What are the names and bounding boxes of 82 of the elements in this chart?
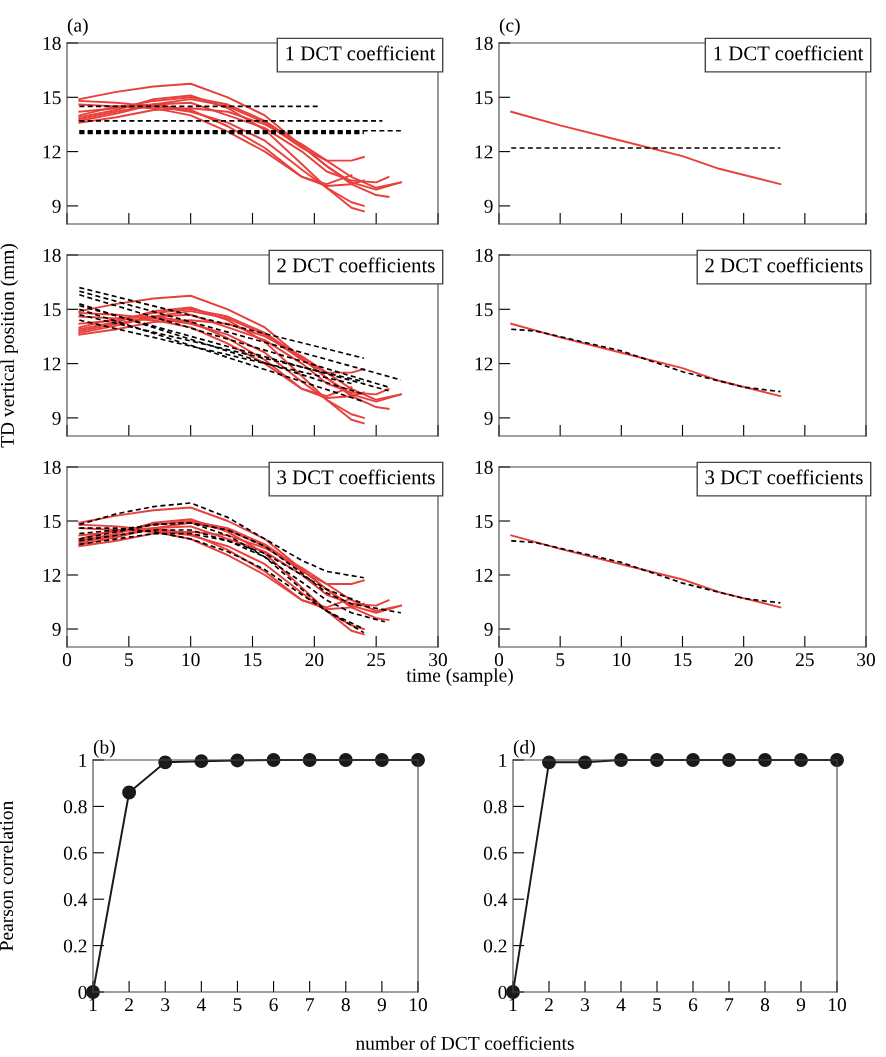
x-tick-label: 9 (377, 998, 386, 1012)
y-tick-label: 15 (43, 91, 61, 105)
y-tick-label: 12 (43, 568, 61, 582)
y-tick-label: 0 (78, 985, 87, 999)
x-tick-label: 5 (556, 653, 565, 667)
x-tick-label: 20 (734, 653, 753, 667)
x-tick-label: 8 (760, 998, 770, 1012)
annotation: 1 DCT coefficient (714, 45, 864, 61)
y-tick-label: 0.8 (483, 800, 507, 814)
y-tick-label: 18 (475, 36, 493, 50)
y-tick-label: 12 (475, 357, 493, 371)
annotation: 1 DCT coefficient (286, 45, 436, 61)
y-tick-label: 9 (484, 411, 493, 425)
annotation: 2 DCT coefficients (705, 257, 863, 273)
y-tick-label: 0.6 (63, 846, 87, 860)
annotation: 3 DCT coefficients (705, 469, 863, 485)
y-tick-label: 18 (43, 460, 61, 474)
y-tick-label: 9 (52, 199, 61, 213)
x-axis-title: number of DCT coefficients (355, 1035, 574, 1050)
x-tick-label: 1 (509, 998, 517, 1012)
y-tick-label: 0.6 (483, 846, 507, 860)
x-tick-label: 6 (688, 998, 698, 1012)
y-tick-label: 15 (475, 303, 493, 317)
y-tick-label: 15 (43, 303, 61, 317)
text: (a) (67, 18, 88, 36)
x-tick-label: 3 (161, 998, 170, 1012)
annotation: 3 DCT coefficients (277, 469, 435, 485)
text: (b) (93, 740, 115, 758)
y-axis-title: TD vertical position (mm) (0, 244, 18, 448)
y-tick-label: 18 (43, 36, 61, 50)
y-tick-label: 12 (43, 357, 61, 371)
y-tick-label: 18 (475, 460, 493, 474)
y-tick-label: 0.2 (63, 939, 87, 953)
y-axis-title: Pearson correlation (0, 800, 14, 951)
x-tick-label: 25 (795, 653, 814, 667)
x-tick-label: 9 (796, 998, 806, 1012)
text: (c) (499, 18, 520, 36)
x-tick-label: 1 (89, 998, 97, 1012)
y-tick-label: 9 (484, 199, 493, 213)
x-tick-label: 5 (233, 998, 242, 1012)
y-tick-label: 15 (43, 514, 61, 528)
x-tick-label: 10 (182, 653, 200, 667)
y-tick-label: 18 (475, 248, 493, 262)
x-tick-label: 4 (196, 998, 206, 1012)
x-tick-label: 8 (341, 998, 350, 1012)
x-tick-label: 30 (857, 653, 875, 667)
annotation: 2 DCT coefficients (277, 257, 435, 273)
x-tick-label: 2 (544, 998, 553, 1012)
y-tick-label: 0 (498, 985, 507, 999)
text: (d) (513, 740, 535, 758)
y-tick-label: 0.4 (63, 893, 88, 907)
y-tick-label: 9 (52, 622, 61, 636)
y-tick-label: 0.4 (483, 893, 508, 907)
x-tick-label: 6 (269, 998, 278, 1012)
y-tick-label: 12 (43, 145, 61, 159)
y-tick-label: 9 (484, 622, 493, 636)
x-tick-label: 3 (581, 998, 590, 1012)
x-tick-label: 7 (306, 998, 314, 1012)
x-tick-label: 25 (367, 653, 386, 667)
y-tick-label: 12 (475, 568, 493, 582)
x-tick-label: 10 (613, 653, 631, 667)
y-tick-label: 15 (475, 514, 493, 528)
y-tick-label: 1 (499, 753, 507, 767)
x-tick-label: 30 (429, 653, 447, 667)
y-tick-label: 0.2 (483, 939, 507, 953)
x-tick-label: 20 (305, 653, 324, 667)
y-tick-label: 15 (475, 91, 493, 105)
y-tick-label: 18 (43, 248, 61, 262)
y-tick-label: 9 (52, 411, 61, 425)
x-tick-label: 5 (653, 998, 662, 1012)
y-tick-label: 12 (475, 145, 493, 159)
x-tick-label: 5 (125, 653, 133, 667)
x-tick-label: 10 (409, 998, 427, 1012)
x-tick-label: 2 (125, 998, 133, 1012)
x-tick-label: 15 (244, 653, 262, 667)
x-tick-label: 7 (725, 998, 734, 1012)
y-tick-label: 1 (79, 753, 87, 767)
x-tick-label: 15 (674, 653, 692, 667)
x-tick-label: 4 (616, 998, 626, 1012)
x-tick-label: 10 (828, 998, 846, 1012)
y-tick-label: 0.8 (63, 800, 87, 814)
x-axis-title: time (sample) (406, 668, 513, 686)
